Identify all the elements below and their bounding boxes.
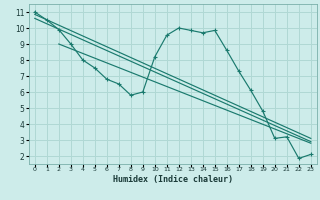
X-axis label: Humidex (Indice chaleur): Humidex (Indice chaleur) [113, 175, 233, 184]
